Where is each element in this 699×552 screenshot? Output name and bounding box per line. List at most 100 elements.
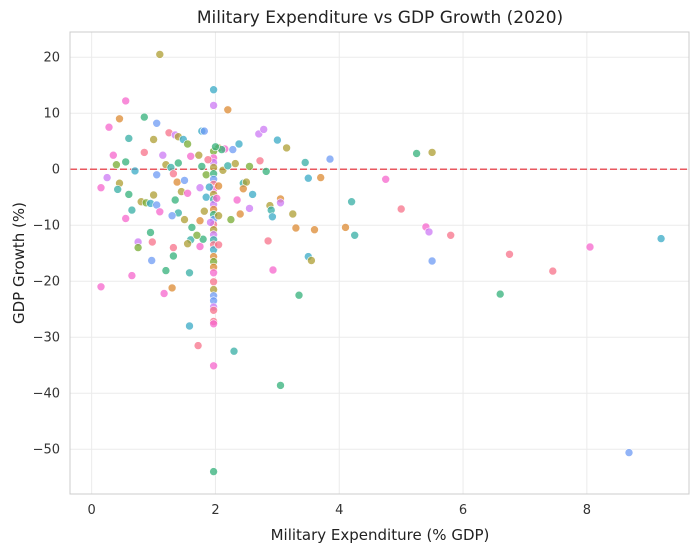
data-point xyxy=(180,215,189,224)
data-point xyxy=(347,197,356,206)
data-point xyxy=(282,143,291,153)
data-point xyxy=(239,184,248,194)
data-point xyxy=(248,190,257,199)
y-tick-label: 0 xyxy=(52,163,60,178)
data-point xyxy=(231,159,240,168)
data-point xyxy=(121,96,130,106)
data-point xyxy=(396,204,406,214)
data-point xyxy=(303,173,313,183)
data-point xyxy=(195,242,205,251)
x-tick-label: 6 xyxy=(459,503,467,518)
data-point xyxy=(624,448,634,457)
data-point xyxy=(209,319,218,329)
chart-title: Military Expenditure vs GDP Growth (2020… xyxy=(197,8,563,28)
y-axis-title: GDP Growth (%) xyxy=(10,202,28,324)
data-point xyxy=(140,148,149,157)
data-point xyxy=(198,234,208,244)
data-point xyxy=(195,216,205,225)
data-point xyxy=(180,176,189,185)
data-point xyxy=(121,214,130,223)
data-point xyxy=(656,234,666,243)
data-point xyxy=(133,243,143,252)
data-point xyxy=(185,321,194,331)
x-tick-label: 8 xyxy=(583,503,591,518)
data-point xyxy=(325,154,335,164)
data-point xyxy=(288,209,298,219)
data-point xyxy=(183,139,192,149)
data-point xyxy=(127,205,137,215)
data-point xyxy=(291,223,301,233)
data-point xyxy=(192,231,202,240)
data-point xyxy=(412,149,421,158)
data-point xyxy=(341,223,350,232)
data-point xyxy=(121,157,130,167)
data-point xyxy=(112,160,121,169)
data-point xyxy=(149,190,158,200)
y-tick-label: −50 xyxy=(33,443,60,458)
data-point xyxy=(212,194,221,203)
data-point xyxy=(172,177,182,187)
x-tick-label: 0 xyxy=(88,503,96,518)
data-point xyxy=(167,211,177,220)
data-point xyxy=(96,282,106,292)
data-point xyxy=(223,105,233,115)
data-point xyxy=(158,150,168,160)
data-point xyxy=(268,212,277,222)
data-point xyxy=(109,150,118,160)
data-point xyxy=(234,139,244,149)
data-point xyxy=(214,181,223,191)
data-point xyxy=(446,231,456,240)
grid-lines xyxy=(70,32,689,494)
data-point xyxy=(115,114,124,124)
data-point xyxy=(183,189,192,198)
plot-frame xyxy=(69,31,690,495)
data-point xyxy=(209,101,218,110)
x-axis-title: Military Expenditure (% GDP) xyxy=(271,526,490,544)
data-point xyxy=(209,268,218,278)
x-tick-label: 4 xyxy=(335,503,343,518)
data-point xyxy=(495,289,505,299)
data-point xyxy=(159,289,169,298)
data-point xyxy=(245,162,254,171)
data-point xyxy=(300,158,310,167)
data-point xyxy=(310,225,319,234)
data-point xyxy=(209,467,218,476)
data-point xyxy=(229,346,239,356)
data-point xyxy=(167,283,177,293)
data-point xyxy=(155,207,165,217)
data-point xyxy=(427,148,437,157)
data-point xyxy=(214,240,223,250)
data-point xyxy=(124,190,134,199)
data-point xyxy=(214,211,223,220)
data-point xyxy=(261,167,271,176)
data-point xyxy=(169,169,178,178)
data-point xyxy=(96,183,106,192)
data-point xyxy=(209,85,218,94)
data-point xyxy=(294,290,304,300)
data-point xyxy=(124,134,134,143)
data-point xyxy=(232,195,242,205)
data-point xyxy=(268,265,278,275)
data-point xyxy=(255,156,265,166)
data-point xyxy=(186,152,195,161)
data-point xyxy=(209,361,218,371)
data-point xyxy=(130,166,140,176)
data-point xyxy=(211,142,220,152)
data-point xyxy=(194,150,204,160)
data-point xyxy=(263,236,273,246)
data-point xyxy=(505,250,514,259)
data-point xyxy=(201,170,211,180)
y-tick-label: −30 xyxy=(33,331,60,346)
data-point xyxy=(155,50,165,59)
y-tick-label: 10 xyxy=(43,107,60,122)
data-point xyxy=(149,135,158,144)
data-point xyxy=(209,305,218,315)
data-point xyxy=(228,145,238,154)
data-point xyxy=(548,266,558,276)
data-point xyxy=(152,119,161,128)
data-point xyxy=(161,266,171,275)
data-point xyxy=(276,381,285,390)
data-point xyxy=(127,271,137,280)
data-point xyxy=(245,204,254,213)
